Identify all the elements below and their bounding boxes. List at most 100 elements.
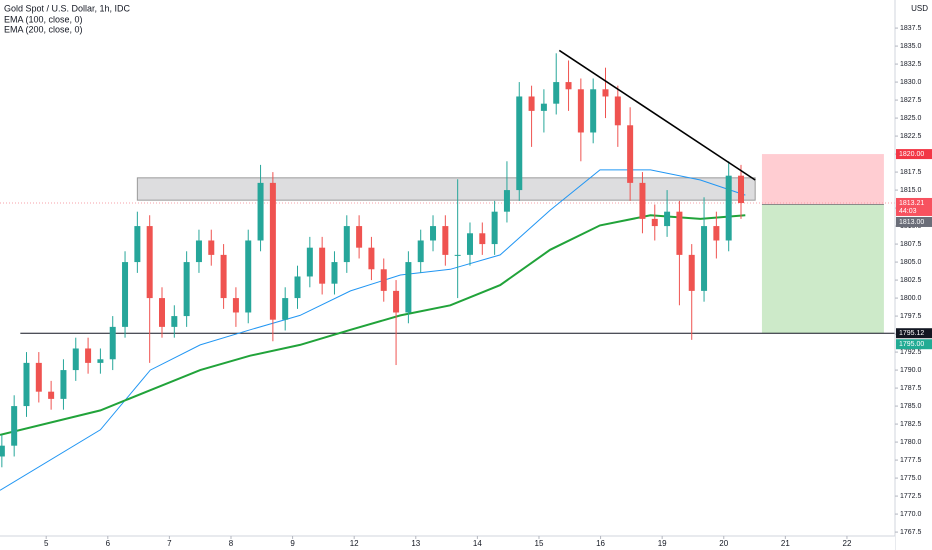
y-tick-label: 1797.5 [900,313,922,320]
candle-body [725,175,732,241]
y-tick-label: 1827.5 [900,97,922,104]
y-tick-label: 1792.5 [900,349,922,356]
candle-body [269,182,276,320]
candle-body [146,226,153,299]
y-tick-label: 1805.0 [900,259,922,266]
candle-body [319,247,326,284]
candle-body [48,391,55,399]
y-tick-label: 1802.5 [900,277,922,284]
candle-body [565,82,572,90]
candle-body [676,211,683,255]
plot-area [0,49,895,491]
price-label: 1813.00 [899,219,924,226]
candle-body [503,190,510,212]
price-label-box [896,328,932,339]
x-tick-label: 7 [167,539,172,548]
resistance-zone [136,177,756,201]
candle-body [343,226,350,263]
candle-body [417,240,424,263]
y-tick-label: 1825.0 [900,115,922,122]
y-tick-label: 1772.5 [900,493,922,500]
y-tick-label: 1790.0 [900,367,922,374]
candle-body [60,370,67,399]
x-tick-label: 20 [719,539,728,548]
candle-body [516,96,523,191]
stop-zone [761,154,884,205]
x-tick-label: 5 [44,539,49,548]
y-tick-label: 1785.0 [900,403,922,410]
candle-body [664,211,671,227]
candle-body [602,89,609,97]
axes: 1767.5 1770.0 1772.5 1775.0 1777.5 1780.0 1782… [44,25,932,548]
legend-entry: EMA (200, close, 0) [4,24,83,34]
candle-body [368,247,375,270]
x-tick-label: 16 [596,539,605,548]
candle-body [331,262,338,284]
candle-body [257,182,264,241]
y-tick-label: 1767.5 [900,529,922,536]
candle-body [577,89,584,133]
candle-body [245,240,252,313]
price-label-box [896,149,932,160]
y-tick-label: 1832.5 [900,61,922,68]
time-axis [0,536,895,550]
candle-body [466,233,473,255]
y-tick-label: 1830.0 [900,79,922,86]
candle-body [282,298,289,320]
price-label-box [896,197,932,216]
candle-body [639,182,646,219]
x-tick-label: 9 [290,539,295,548]
price-label: 1813.21 [899,200,924,207]
candle-body [491,211,498,245]
y-tick-label: 1775.0 [900,475,922,482]
candle-body [171,316,178,327]
y-tick-label: 1770.0 [900,511,922,518]
y-tick-label: 1807.5 [900,241,922,248]
candle-body [380,269,387,291]
y-tick-label: 1787.5 [900,385,922,392]
candle-body [232,298,239,313]
candle-body [713,226,720,241]
price-label: 1795.00 [899,341,924,348]
trendline [558,49,756,181]
ema-line [0,169,746,491]
candle-body [430,226,437,241]
y-tick-label: 1822.5 [900,133,922,140]
currency-label: USD [911,4,928,13]
chart-title: Gold Spot / U.S. Dollar, 1h, IDC [4,3,131,13]
candle-body [72,348,79,371]
candle-body [208,240,215,255]
y-tick-label: 1777.5 [900,457,922,464]
price-countdown: 44:03 [899,208,917,215]
candle-body [294,276,301,299]
y-tick-label: 1780.0 [900,439,922,446]
candle-body [479,233,486,245]
candle-body [442,226,449,255]
y-tick-label: 1782.5 [900,421,922,428]
ema-line [0,214,746,436]
legend-entry: EMA (100, close, 0) [4,14,83,24]
candle-body [195,240,202,263]
y-tick-label: 1817.5 [900,169,922,176]
y-tick-label: 1835.0 [900,43,922,50]
x-tick-label: 15 [535,539,544,548]
candle-body [540,103,547,111]
target-zone [761,204,884,334]
y-tick-label: 1800.0 [900,295,922,302]
candle-body [393,290,400,313]
candle-body [85,348,92,363]
y-tick-label: 1815.0 [900,187,922,194]
price-label: 1795.12 [899,330,924,337]
candle-body [590,89,597,133]
candle-body [738,175,745,204]
candle-body [454,254,461,256]
candle-body [35,362,42,392]
candle-body [553,82,560,104]
candle-body [688,254,695,291]
candle-body [356,226,363,248]
candle-body [109,326,116,360]
candle-body [306,247,313,277]
candle-body [122,262,129,327]
price-label-box [896,339,932,350]
candle-body [651,218,658,227]
